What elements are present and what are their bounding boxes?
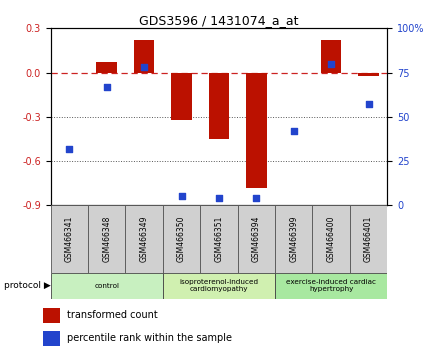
Bar	[171, 73, 192, 120]
Text: GSM466394: GSM466394	[252, 216, 261, 262]
Text: percentile rank within the sample: percentile rank within the sample	[67, 333, 232, 343]
Bar	[275, 205, 312, 273]
Bar	[321, 40, 341, 73]
Bar	[163, 273, 275, 299]
Point	[103, 84, 110, 90]
Bar	[44, 308, 60, 323]
Text: GSM466351: GSM466351	[214, 216, 224, 262]
Text: protocol ▶: protocol ▶	[4, 281, 51, 290]
Bar	[275, 273, 387, 299]
Point	[66, 146, 73, 152]
Bar	[238, 205, 275, 273]
Text: GSM466399: GSM466399	[289, 216, 298, 262]
Point	[178, 194, 185, 199]
Text: GSM466341: GSM466341	[65, 216, 74, 262]
Text: GSM466400: GSM466400	[326, 216, 336, 262]
Bar	[163, 205, 200, 273]
Bar	[209, 73, 229, 139]
Bar	[125, 205, 163, 273]
Text: GSM466350: GSM466350	[177, 216, 186, 262]
Point	[290, 128, 297, 134]
Bar	[312, 205, 350, 273]
Bar	[200, 205, 238, 273]
Point	[365, 102, 372, 107]
Point	[253, 195, 260, 201]
Point	[216, 195, 223, 201]
Bar	[350, 205, 387, 273]
Bar	[96, 62, 117, 73]
Text: isoproterenol-induced
cardiomyopathy: isoproterenol-induced cardiomyopathy	[180, 279, 258, 292]
Text: GSM466401: GSM466401	[364, 216, 373, 262]
Title: GDS3596 / 1431074_a_at: GDS3596 / 1431074_a_at	[139, 14, 299, 27]
Bar	[51, 205, 88, 273]
Point	[327, 61, 335, 67]
Text: control: control	[94, 283, 119, 289]
Bar	[88, 205, 125, 273]
Bar	[51, 273, 163, 299]
Text: GSM466349: GSM466349	[139, 216, 149, 262]
Point	[141, 64, 148, 70]
Bar	[246, 73, 267, 188]
Bar	[358, 73, 379, 75]
Bar	[44, 331, 60, 346]
Bar	[134, 40, 154, 73]
Text: exercise-induced cardiac
hypertrophy: exercise-induced cardiac hypertrophy	[286, 279, 376, 292]
Text: transformed count: transformed count	[67, 310, 158, 320]
Text: GSM466348: GSM466348	[102, 216, 111, 262]
